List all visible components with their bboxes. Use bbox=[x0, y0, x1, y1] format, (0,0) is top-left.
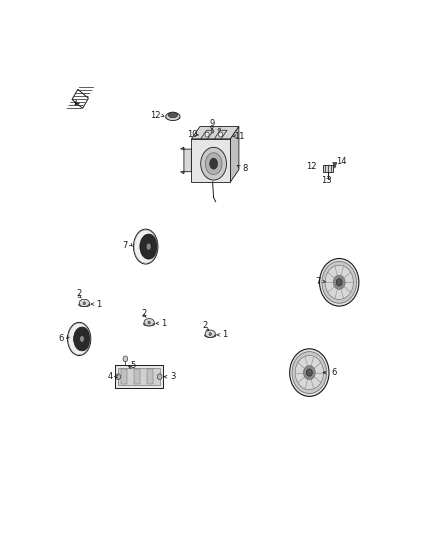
Ellipse shape bbox=[210, 158, 218, 169]
Text: 7: 7 bbox=[123, 241, 128, 250]
FancyBboxPatch shape bbox=[118, 368, 160, 385]
Ellipse shape bbox=[146, 243, 151, 250]
Circle shape bbox=[157, 374, 162, 379]
Polygon shape bbox=[214, 130, 227, 139]
Polygon shape bbox=[230, 126, 239, 182]
Ellipse shape bbox=[140, 234, 157, 259]
Circle shape bbox=[319, 259, 359, 306]
Ellipse shape bbox=[79, 299, 89, 306]
Text: 6: 6 bbox=[59, 334, 64, 343]
Text: 12: 12 bbox=[150, 111, 160, 120]
Text: 1: 1 bbox=[162, 319, 167, 328]
Circle shape bbox=[83, 302, 85, 305]
Ellipse shape bbox=[144, 322, 155, 326]
Text: 10: 10 bbox=[187, 130, 198, 139]
Ellipse shape bbox=[67, 322, 91, 356]
FancyBboxPatch shape bbox=[115, 366, 162, 388]
Circle shape bbox=[290, 349, 329, 397]
Polygon shape bbox=[201, 130, 213, 139]
FancyBboxPatch shape bbox=[191, 139, 230, 182]
FancyBboxPatch shape bbox=[121, 369, 127, 384]
Circle shape bbox=[209, 333, 212, 336]
Circle shape bbox=[123, 356, 128, 362]
Text: 8: 8 bbox=[243, 164, 248, 173]
Ellipse shape bbox=[168, 112, 178, 118]
Text: 2: 2 bbox=[141, 309, 147, 318]
Ellipse shape bbox=[80, 336, 84, 342]
FancyBboxPatch shape bbox=[134, 369, 140, 384]
FancyBboxPatch shape bbox=[323, 165, 333, 172]
Text: 6: 6 bbox=[331, 368, 336, 377]
Circle shape bbox=[307, 369, 312, 376]
Ellipse shape bbox=[201, 147, 226, 180]
Circle shape bbox=[219, 132, 223, 137]
Circle shape bbox=[304, 366, 315, 379]
Circle shape bbox=[148, 321, 150, 324]
Text: 12: 12 bbox=[307, 162, 317, 171]
Text: 1: 1 bbox=[222, 330, 227, 340]
Circle shape bbox=[292, 352, 327, 393]
Circle shape bbox=[336, 279, 342, 286]
Circle shape bbox=[325, 265, 353, 300]
Polygon shape bbox=[333, 163, 337, 168]
Text: 7: 7 bbox=[315, 277, 321, 286]
Text: 2: 2 bbox=[202, 321, 208, 330]
Ellipse shape bbox=[144, 319, 154, 326]
Polygon shape bbox=[180, 147, 191, 174]
Circle shape bbox=[116, 374, 120, 379]
Ellipse shape bbox=[205, 334, 216, 337]
Circle shape bbox=[322, 261, 357, 303]
Ellipse shape bbox=[74, 327, 90, 351]
Text: 4: 4 bbox=[107, 372, 113, 381]
FancyBboxPatch shape bbox=[147, 369, 152, 384]
Polygon shape bbox=[191, 126, 239, 139]
Text: 3: 3 bbox=[170, 372, 176, 381]
Ellipse shape bbox=[166, 116, 180, 120]
Text: 1: 1 bbox=[96, 300, 102, 309]
Text: 13: 13 bbox=[321, 176, 332, 185]
Ellipse shape bbox=[79, 303, 90, 306]
Ellipse shape bbox=[205, 153, 222, 175]
Ellipse shape bbox=[134, 229, 158, 264]
Text: 5: 5 bbox=[130, 361, 135, 370]
Ellipse shape bbox=[166, 112, 180, 120]
Ellipse shape bbox=[205, 330, 215, 337]
Text: 9: 9 bbox=[209, 118, 215, 127]
Circle shape bbox=[333, 275, 345, 289]
Circle shape bbox=[295, 356, 324, 390]
Text: 14: 14 bbox=[336, 157, 347, 166]
Polygon shape bbox=[72, 90, 88, 108]
Circle shape bbox=[218, 128, 221, 131]
Circle shape bbox=[211, 130, 214, 133]
Text: 2: 2 bbox=[77, 289, 82, 298]
Text: 11: 11 bbox=[234, 132, 244, 141]
Circle shape bbox=[205, 132, 209, 137]
